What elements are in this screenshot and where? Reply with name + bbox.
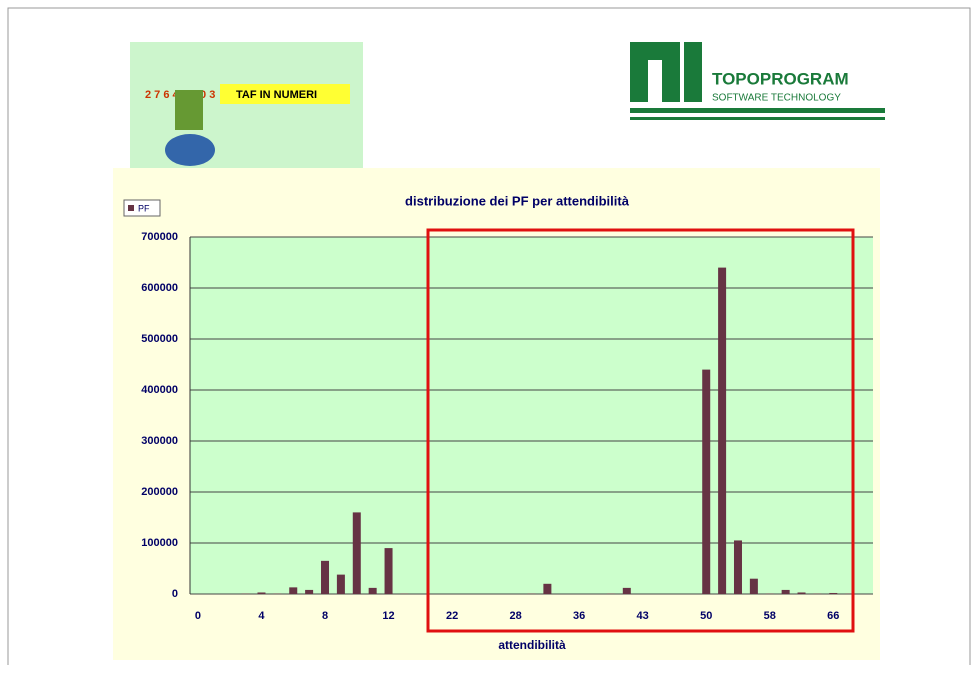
bar <box>718 268 726 594</box>
bar <box>607 593 615 594</box>
logo-figure <box>175 90 203 130</box>
y-tick-label: 600000 <box>141 282 178 294</box>
y-tick-label: 300000 <box>141 435 178 447</box>
bar <box>305 590 313 594</box>
left-logo-box <box>130 42 363 185</box>
legend-label: PF <box>138 203 150 213</box>
bar <box>321 561 329 594</box>
y-tick-label: 100000 <box>141 537 178 549</box>
bar <box>528 593 536 594</box>
bar <box>702 370 710 594</box>
bar <box>400 593 408 594</box>
bar <box>734 540 742 594</box>
x-tick-label: 36 <box>573 610 585 622</box>
x-tick-label: 4 <box>258 610 265 622</box>
bar <box>337 575 345 594</box>
slide: 2 7 6 4 8 1 0 3 TAF IN NUMERI TOPOPROGRA… <box>0 0 978 673</box>
x-axis-label: attendibilità <box>498 638 566 652</box>
right-logo-rule <box>630 117 885 120</box>
legend-swatch <box>128 205 134 211</box>
right-logo-mark <box>648 60 662 102</box>
right-logo-mark <box>684 42 702 102</box>
bar <box>623 588 631 594</box>
left-logo-text: TAF IN NUMERI <box>236 89 317 101</box>
x-tick-label: 12 <box>382 610 394 622</box>
bar <box>750 579 758 594</box>
bar <box>543 584 551 594</box>
bar <box>369 588 377 594</box>
bar <box>353 512 361 594</box>
bar <box>257 592 265 594</box>
x-tick-label: 28 <box>509 610 521 622</box>
bar <box>289 587 297 594</box>
x-tick-label: 58 <box>764 610 776 622</box>
x-tick-label: 0 <box>195 610 201 622</box>
bar <box>798 592 806 594</box>
right-logo-rule <box>630 108 885 113</box>
chart-title: distribuzione dei PF per attendibilità <box>405 193 630 208</box>
x-tick-label: 43 <box>637 610 649 622</box>
bar <box>242 593 250 594</box>
y-tick-label: 0 <box>172 588 178 600</box>
x-tick-label: 66 <box>827 610 839 622</box>
logo-figure <box>165 134 215 166</box>
x-tick-label: 22 <box>446 610 458 622</box>
right-logo-subtitle: SOFTWARE TECHNOLOGY <box>712 93 841 104</box>
plot-area <box>190 237 873 594</box>
bar <box>273 593 281 594</box>
y-tick-label: 200000 <box>141 486 178 498</box>
bar <box>766 593 774 594</box>
bar <box>782 590 790 594</box>
y-tick-label: 500000 <box>141 333 178 345</box>
x-tick-label: 8 <box>322 610 328 622</box>
y-tick-label: 700000 <box>141 231 178 243</box>
x-tick-label: 50 <box>700 610 712 622</box>
right-logo-title: TOPOPROGRAM <box>712 69 849 88</box>
bar <box>813 593 821 594</box>
bar <box>385 548 393 594</box>
bar <box>829 593 837 594</box>
y-tick-label: 400000 <box>141 384 178 396</box>
